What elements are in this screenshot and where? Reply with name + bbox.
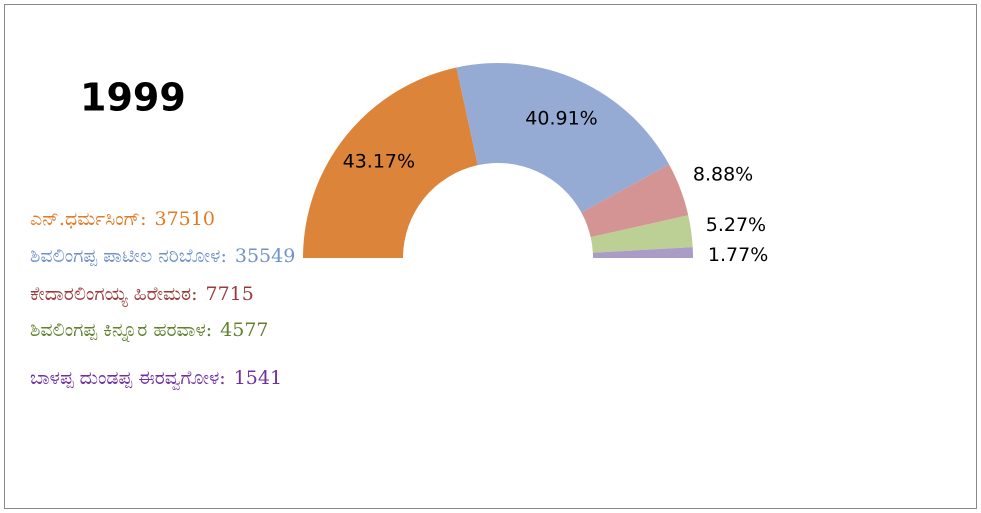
legend-entry: ಶಿವಲಿಂಗಪ್ಪ ಪಾಟೀಲ ನರಿಬೋಳ: 35549 bbox=[30, 245, 295, 267]
legend-name: ಕೇದಾರಲಿಂಗಯ್ಯ ಹಿರೇಮಠ: bbox=[30, 283, 197, 308]
legend-votes: 35549 bbox=[235, 245, 295, 267]
value-label: 43.17% bbox=[343, 151, 415, 173]
legend-entry: ಶಿವಲಿಂಗಪ್ಪ ಕಿನ್ನೂರ ಹರವಾಳ: 4577 bbox=[30, 319, 269, 343]
slice bbox=[456, 63, 670, 213]
chart-title: 1999 bbox=[80, 76, 186, 120]
value-label: 1.77% bbox=[708, 244, 768, 266]
legend-votes: 37510 bbox=[155, 208, 215, 230]
legend-entry: ಕೇದಾರಲಿಂಗಯ್ಯ ಹಿರೇಮಠ: 7715 bbox=[30, 283, 254, 308]
legend-votes: 7715 bbox=[205, 283, 253, 305]
legend-name: ಬಾಳಪ್ಪ ದುಂಡಪ್ಪ ಈರವ್ವಗೋಳ: bbox=[30, 367, 226, 391]
slice bbox=[590, 215, 693, 253]
legend-votes: 4577 bbox=[220, 319, 268, 341]
slice bbox=[581, 164, 689, 238]
legend-name: ಶಿವಲಿಂಗಪ್ಪ ಕಿನ್ನೂರ ಹರವಾಳ: bbox=[30, 319, 212, 343]
slice bbox=[592, 247, 693, 258]
value-label: 8.88% bbox=[693, 164, 753, 186]
legend-entry: ಎನ್.ಧರ್ಮಸಿಂಗ್: 37510 bbox=[30, 208, 215, 230]
legend-entry: ಬಾಳಪ್ಪ ದುಂಡಪ್ಪ ಈರವ್ವಗೋಳ: 1541 bbox=[30, 367, 282, 391]
value-label: 5.27% bbox=[706, 214, 766, 236]
legend-name: ಎನ್.ಧರ್ಮಸಿಂಗ್: bbox=[30, 208, 147, 230]
legend-votes: 1541 bbox=[234, 367, 282, 389]
value-label: 40.91% bbox=[525, 107, 597, 129]
slice bbox=[303, 67, 478, 258]
legend-name: ಶಿವಲಿಂಗಪ್ಪ ಪಾಟೀಲ ನರಿಬೋಳ: bbox=[30, 245, 227, 267]
